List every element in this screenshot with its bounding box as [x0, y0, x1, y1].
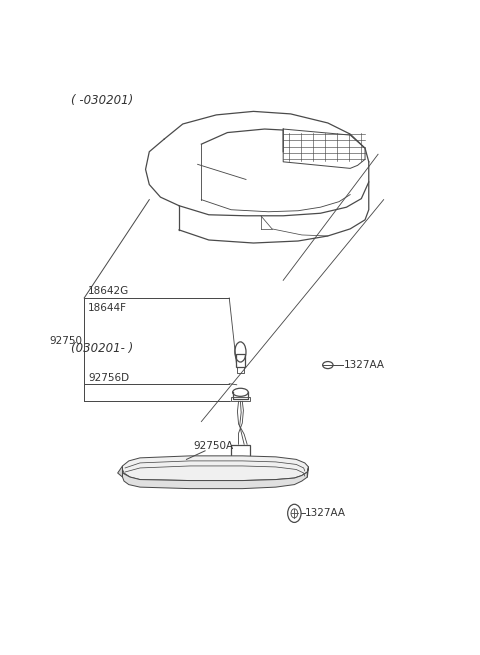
Text: 18644F: 18644F	[88, 303, 127, 313]
Text: 18642G: 18642G	[88, 286, 129, 297]
Polygon shape	[118, 466, 122, 477]
Text: 92750: 92750	[49, 335, 83, 346]
Text: 92750A: 92750A	[193, 441, 233, 451]
Text: (030201- ): (030201- )	[71, 342, 133, 355]
Polygon shape	[122, 470, 307, 489]
Text: ( -030201): ( -030201)	[71, 94, 133, 107]
Text: 1327AA: 1327AA	[305, 508, 346, 518]
Text: 1327AA: 1327AA	[344, 360, 384, 370]
Text: 92756D: 92756D	[88, 373, 129, 383]
Polygon shape	[122, 456, 309, 481]
